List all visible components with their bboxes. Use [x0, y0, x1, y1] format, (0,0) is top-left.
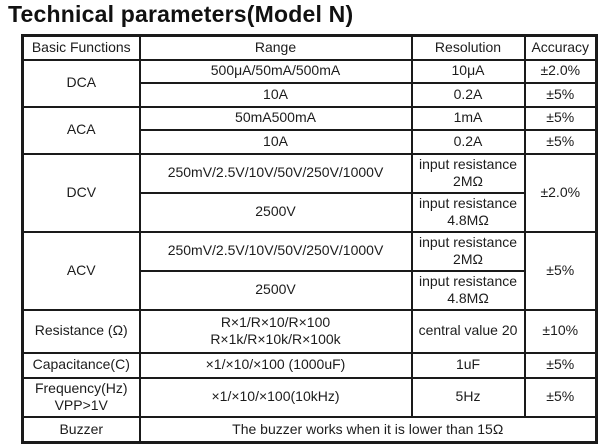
- cell-dcv-resolution-1: input resistance 2MΩ: [410, 152, 526, 194]
- cell-acv-resolution-1: input resistance 2MΩ: [410, 230, 526, 272]
- header-basic-functions: Basic Functions: [21, 34, 141, 61]
- table-row-capacitance: Capacitance(C) ×1/×10/×100 (1000uF) 1uF …: [21, 351, 598, 379]
- cell-resistance-label: Resistance (Ω): [21, 308, 141, 354]
- table-row-buzzer: Buzzer The buzzer works when it is lower…: [21, 415, 598, 444]
- cell-acv-range-2: 2500V: [138, 269, 413, 311]
- cell-dca-accuracy-2: ±5%: [523, 81, 598, 108]
- table-row-acv-1: ACV 250mV/2.5V/10V/50V/250V/1000V input …: [21, 230, 598, 311]
- table-row-dcv-1: DCV 250mV/2.5V/10V/50V/250V/1000V input …: [21, 152, 598, 233]
- cell-aca-resolution-1: 1mA: [410, 105, 526, 131]
- header-resolution: Resolution: [410, 34, 526, 61]
- cell-aca-range-1: 50mA500mA: [138, 105, 413, 131]
- cell-aca-label: ACA: [21, 105, 141, 155]
- table-row-resistance: Resistance (Ω) R×1/R×10/R×100 R×1k/R×10k…: [21, 308, 598, 354]
- header-range: Range: [138, 34, 413, 61]
- cell-frequency-resolution: 5Hz: [410, 376, 526, 418]
- cell-aca-accuracy-1: ±5%: [523, 105, 598, 131]
- cell-aca-resolution-2: 0.2A: [410, 128, 526, 155]
- table-row-dca-1: DCA 500μA/50mA/500mA 10μA ±2.0%: [21, 58, 598, 108]
- cell-dca-range-1: 500μA/50mA/500mA: [138, 58, 413, 84]
- table-row-dca-2: 10A 0.2A ±5%: [23, 81, 598, 108]
- technical-parameters-table: Basic Functions Range Resolution Accurac…: [21, 34, 598, 444]
- cell-aca-range-2: 10A: [138, 128, 413, 155]
- cell-resistance-range: R×1/R×10/R×100 R×1k/R×10k/R×100k: [138, 308, 413, 354]
- table-row-aca-1: ACA 50mA500mA 1mA ±5%: [21, 105, 598, 155]
- header-accuracy: Accuracy: [523, 34, 598, 61]
- table-row-dcv-2: 2500V input resistance 4.8MΩ: [23, 191, 597, 233]
- cell-dcv-accuracy: ±2.0%: [523, 152, 598, 233]
- cell-dca-range-2: 10A: [138, 81, 413, 108]
- cell-frequency-range: ×1/×10/×100(10kHz): [138, 376, 413, 418]
- cell-capacitance-accuracy: ±5%: [523, 351, 598, 379]
- cell-aca-accuracy-2: ±5%: [523, 128, 598, 155]
- cell-acv-label: ACV: [21, 230, 141, 311]
- table-header-row: Basic Functions Range Resolution Accurac…: [21, 34, 598, 61]
- table-row-frequency: Frequency(Hz) VPP>1V ×1/×10/×100(10kHz) …: [21, 376, 598, 418]
- cell-dca-resolution-2: 0.2A: [410, 81, 526, 108]
- cell-dcv-label: DCV: [21, 152, 141, 233]
- cell-dcv-range-2: 2500V: [138, 191, 413, 233]
- table-row-aca-2: 10A 0.2A ±5%: [23, 128, 598, 155]
- cell-dca-resolution-1: 10μA: [410, 58, 526, 84]
- cell-dcv-resolution-2: input resistance 4.8MΩ: [410, 191, 526, 233]
- cell-resistance-resolution: central value 20: [410, 308, 526, 354]
- cell-acv-resolution-2: input resistance 4.8MΩ: [410, 269, 526, 311]
- cell-dca-accuracy-1: ±2.0%: [523, 58, 598, 84]
- cell-capacitance-range: ×1/×10/×100 (1000uF): [138, 351, 413, 379]
- cell-resistance-accuracy: ±10%: [523, 308, 598, 354]
- cell-frequency-accuracy: ±5%: [523, 376, 598, 418]
- cell-dca-label: DCA: [21, 58, 141, 108]
- cell-buzzer-label: Buzzer: [21, 415, 141, 444]
- cell-acv-accuracy: ±5%: [523, 230, 598, 311]
- cell-buzzer-note: The buzzer works when it is lower than 1…: [138, 415, 598, 444]
- cell-capacitance-label: Capacitance(C): [21, 351, 141, 379]
- page-title: Technical parameters(Model N): [8, 1, 354, 27]
- cell-acv-range-1: 250mV/2.5V/10V/50V/250V/1000V: [138, 230, 413, 272]
- cell-frequency-label: Frequency(Hz) VPP>1V: [21, 376, 141, 418]
- table-row-acv-2: 2500V input resistance 4.8MΩ: [23, 269, 597, 311]
- cell-capacitance-resolution: 1uF: [410, 351, 526, 379]
- cell-dcv-range-1: 250mV/2.5V/10V/50V/250V/1000V: [138, 152, 413, 194]
